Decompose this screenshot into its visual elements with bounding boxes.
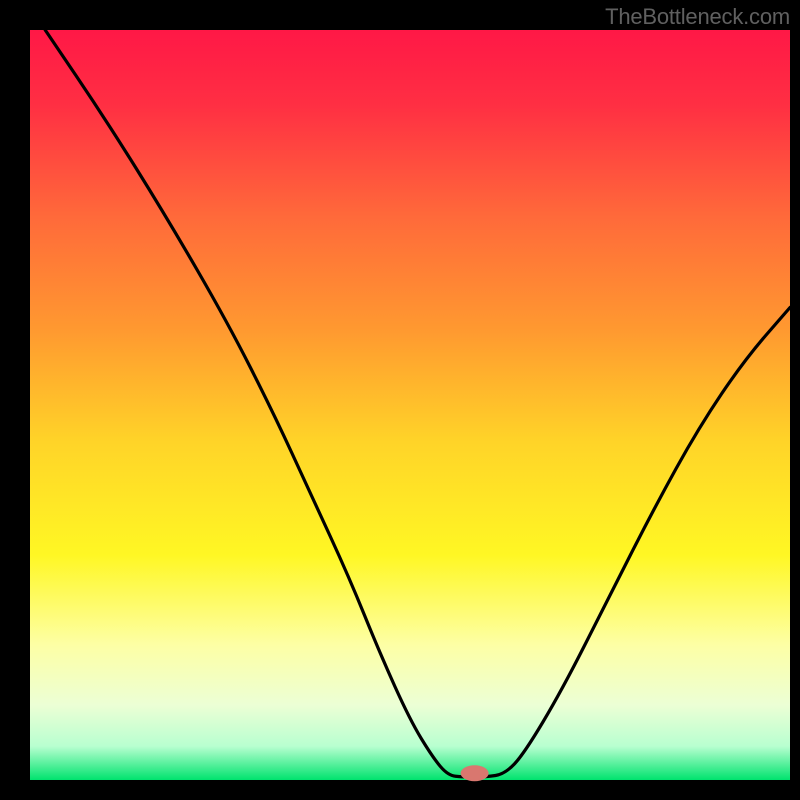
chart-root: { "watermark": "TheBottleneck.com", "can… xyxy=(0,0,800,800)
bottleneck-chart xyxy=(0,0,800,800)
watermark-text: TheBottleneck.com xyxy=(605,4,790,30)
plot-area xyxy=(30,30,790,780)
optimum-marker xyxy=(461,765,489,781)
